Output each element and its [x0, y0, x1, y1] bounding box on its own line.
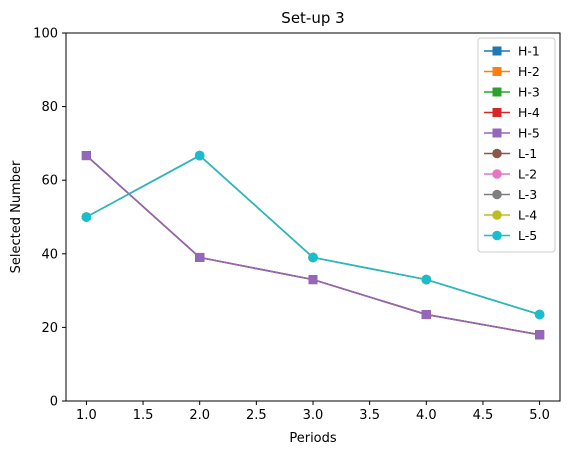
- legend-label: L-5: [518, 228, 537, 243]
- x-tick-label: 1.5: [133, 408, 154, 423]
- legend-marker: [492, 230, 502, 241]
- y-axis: 0 20 40 60 80 100: [33, 27, 66, 410]
- data-point: [194, 150, 205, 161]
- series-line: [85, 154, 540, 336]
- legend-item: L-4: [484, 208, 537, 223]
- legend-item: H-3: [484, 85, 540, 100]
- y-tick-label: 80: [41, 100, 58, 115]
- x-axis-label: Periods: [289, 431, 337, 446]
- y-tick-label: 40: [41, 247, 58, 262]
- series-h-4: [81, 151, 545, 340]
- x-tick-label: 2.0: [189, 408, 210, 423]
- x-axis: 1.0 1.5 2.0 2.5 3.0 3.5 4.0 4.5 5.0: [76, 401, 550, 423]
- series-line: [85, 154, 540, 336]
- series-l-5: [81, 150, 545, 320]
- data-point: [534, 309, 545, 320]
- series-line: [86, 154, 540, 316]
- legend: H-1 H-2 H-3 H-4 H-5 L-1 L-2 L-3 L-4 L-5: [477, 37, 556, 253]
- legend-label: H-4: [518, 105, 540, 120]
- legend-item: H-2: [484, 64, 540, 79]
- data-point: [421, 310, 431, 320]
- plot-area: [81, 150, 545, 340]
- y-tick-label: 60: [41, 174, 58, 189]
- chart-title: Set-up 3: [281, 9, 344, 27]
- legend-label: L-2: [518, 167, 537, 182]
- legend-label: H-3: [518, 85, 540, 100]
- x-tick-label: 4.5: [473, 408, 494, 423]
- legend-label: H-5: [518, 126, 540, 141]
- legend-marker: [492, 128, 502, 138]
- legend-frame: [477, 37, 556, 253]
- legend-marker: [492, 189, 502, 200]
- legend-item: L-1: [484, 146, 537, 161]
- x-tick-label: 3.5: [359, 408, 380, 423]
- legend-marker: [492, 169, 502, 179]
- x-tick-label: 1.0: [76, 408, 97, 423]
- data-point: [308, 252, 318, 263]
- series-h-3: [81, 151, 545, 340]
- data-point: [195, 252, 205, 262]
- series-h-1: [81, 151, 545, 340]
- y-tick-label: 20: [41, 321, 58, 336]
- legend-item: H-4: [484, 105, 540, 120]
- y-tick-label: 0: [50, 395, 58, 410]
- x-tick-label: 4.0: [416, 408, 437, 423]
- data-point: [81, 151, 91, 161]
- x-tick-label: 3.0: [303, 408, 324, 423]
- legend-label: L-4: [518, 208, 537, 223]
- series-h-5: [81, 151, 545, 340]
- legend-label: L-3: [518, 187, 537, 202]
- legend-marker: [492, 210, 502, 220]
- legend-item: L-3: [484, 187, 537, 202]
- series-h-2: [81, 151, 545, 340]
- data-point: [535, 330, 545, 340]
- legend-label: H-2: [518, 64, 540, 79]
- legend-label: L-1: [518, 146, 537, 161]
- y-axis-label: Selected Number: [9, 160, 24, 273]
- legend-item: H-5: [484, 126, 540, 141]
- y-tick-label: 100: [33, 27, 58, 42]
- legend-marker: [492, 67, 502, 76]
- legend-marker: [492, 108, 502, 117]
- legend-marker: [492, 148, 502, 159]
- legend-label: H-1: [518, 44, 540, 59]
- x-tick-label: 2.5: [246, 408, 267, 423]
- legend-item: L-5: [484, 228, 537, 243]
- x-tick-label: 5.0: [529, 408, 550, 423]
- data-point: [421, 274, 432, 285]
- series-line: [85, 154, 540, 336]
- series-line: [85, 154, 540, 336]
- legend-marker: [492, 87, 502, 97]
- data-point: [81, 212, 92, 222]
- data-point: [308, 275, 318, 285]
- series-line: [85, 154, 540, 336]
- legend-item: L-2: [484, 167, 537, 182]
- legend-item: H-1: [484, 44, 540, 59]
- legend-marker: [492, 46, 502, 56]
